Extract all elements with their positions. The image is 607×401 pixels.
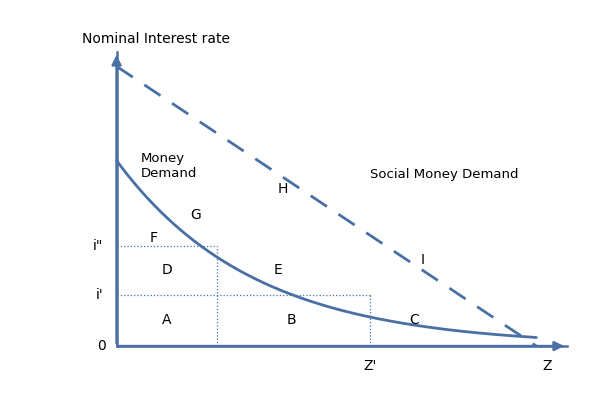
Text: F: F xyxy=(150,231,158,245)
Text: B: B xyxy=(287,314,296,327)
Text: C: C xyxy=(409,314,419,327)
Text: G: G xyxy=(190,208,201,222)
Text: A: A xyxy=(162,314,172,327)
Text: Z': Z' xyxy=(364,359,377,373)
Text: Money
Demand: Money Demand xyxy=(141,152,197,180)
Text: i': i' xyxy=(96,288,103,302)
Text: D: D xyxy=(161,263,172,277)
Text: Nominal Interest rate: Nominal Interest rate xyxy=(81,32,229,47)
Text: Social Money Demand: Social Money Demand xyxy=(370,168,518,181)
Text: i": i" xyxy=(93,239,103,253)
Text: Z: Z xyxy=(543,359,552,373)
Text: H: H xyxy=(277,182,288,196)
Text: I: I xyxy=(421,253,425,267)
Text: E: E xyxy=(274,263,283,277)
Text: 0: 0 xyxy=(97,339,106,353)
